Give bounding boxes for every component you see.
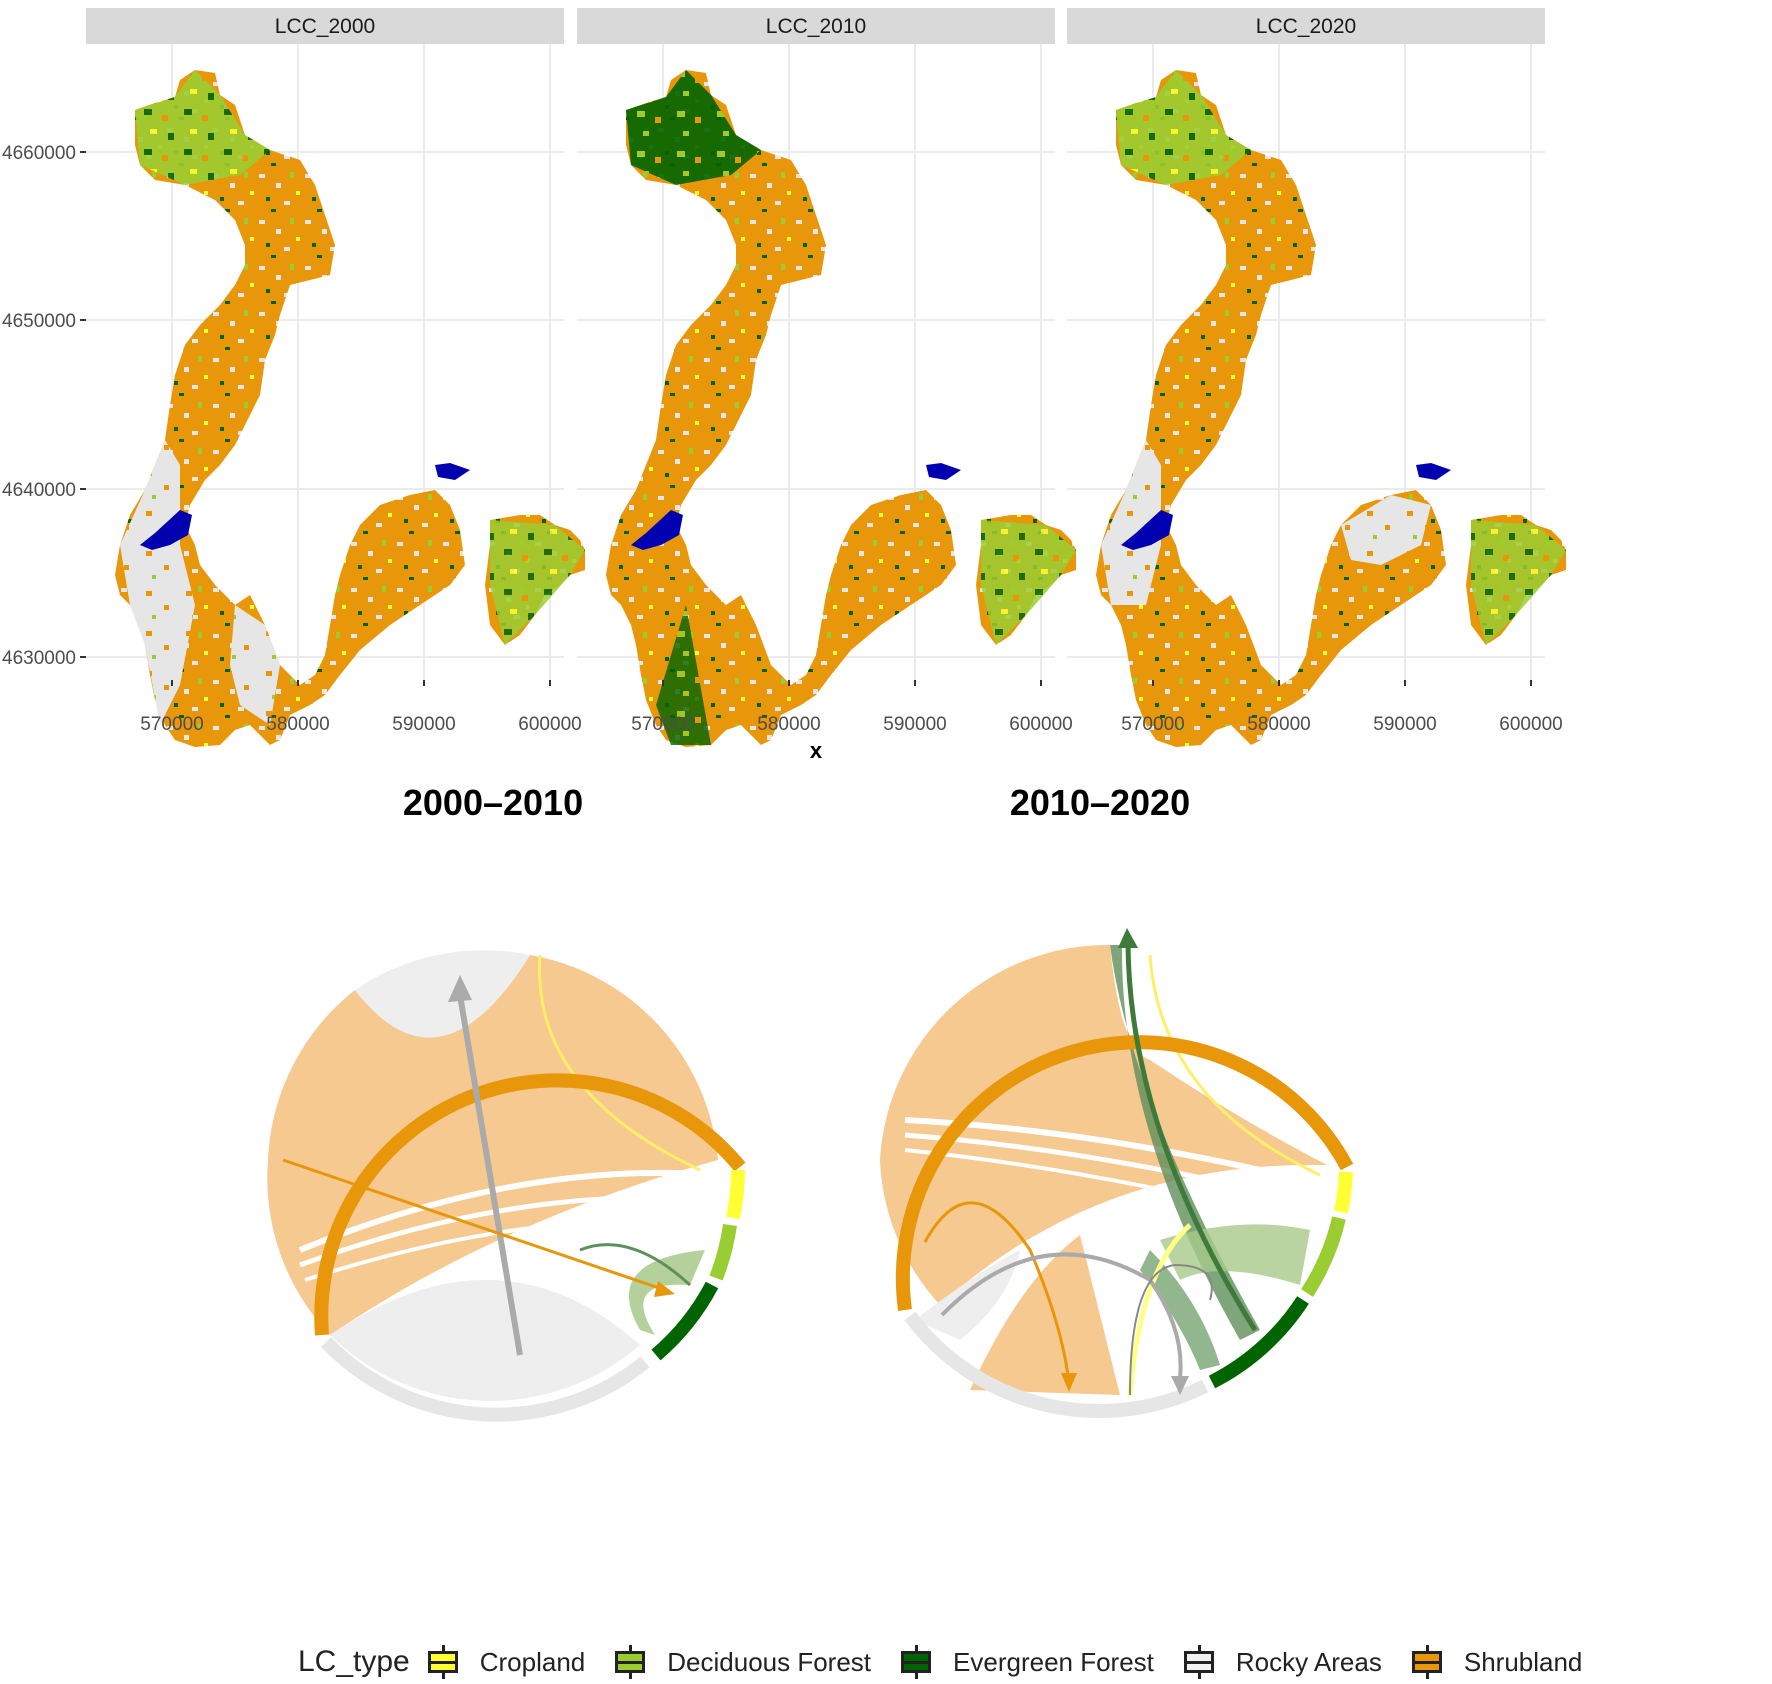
chord-rocky-flow xyxy=(915,1250,1020,1340)
chord-shrubland-rocky xyxy=(970,1235,1120,1395)
sector-shrubland xyxy=(314,1073,746,1336)
x-tick-label: 580000 xyxy=(757,714,820,735)
chord-ribbon xyxy=(298,1169,719,1253)
land-cover-raster-2010 xyxy=(606,70,1076,747)
x-tick-label: 590000 xyxy=(392,714,455,735)
legend-label: Deciduous Forest xyxy=(667,1646,872,1677)
x-tick-label: 600000 xyxy=(1009,714,1072,735)
chord-rocky-bottom xyxy=(330,1279,640,1401)
chord-ribbon xyxy=(904,1117,1326,1188)
legend-label: Evergreen Forest xyxy=(953,1646,1154,1677)
y-tick-label: 4630000 xyxy=(2,648,76,669)
arrow-cropland-loop xyxy=(1129,1263,1213,1396)
chord-diagram-2010-2020 xyxy=(873,928,1354,1418)
sector-cropland xyxy=(1334,1171,1353,1214)
facet-strip xyxy=(86,8,564,44)
legend-title: LC_type xyxy=(298,1645,410,1678)
arrowhead xyxy=(654,1281,675,1297)
legend-label: Cropland xyxy=(479,1646,586,1677)
chord-deciduous-flow xyxy=(1160,1224,1310,1285)
legend-key-icon xyxy=(1180,1645,1220,1679)
legend-key-icon xyxy=(1408,1645,1448,1679)
chord-ribbon xyxy=(904,1148,1316,1227)
chord-evergreen-flow xyxy=(1110,945,1260,1340)
legend-label: Shrubland xyxy=(1463,1646,1583,1677)
y-tick-label: 4640000 xyxy=(2,480,76,501)
legend-item-rocky-areas: Rocky Areas xyxy=(1180,1645,1382,1679)
chord-evergreen-flow-2 xyxy=(1140,1250,1220,1370)
legend-item-deciduous-forest: Deciduous Forest xyxy=(611,1645,871,1679)
facet-strip-label: LCC_2010 xyxy=(766,15,866,38)
chord-cropland-flow-2 xyxy=(1127,1223,1192,1396)
sector-rocky xyxy=(904,1311,1209,1418)
chord-title-2010-2020: 2010–2020 xyxy=(1009,782,1191,823)
x-tick-label: 570000 xyxy=(1121,714,1184,735)
sector-evergreen xyxy=(1208,1296,1309,1389)
legend-item-shrubland: Shrubland xyxy=(1408,1645,1583,1679)
sector-rocky xyxy=(320,1337,650,1422)
land-cover-raster-2000 xyxy=(115,70,585,747)
legend-label: Rocky Areas xyxy=(1235,1646,1382,1677)
chord-title-2000-2010: 2000–2010 xyxy=(402,782,584,823)
facet-panel-2020: LCC_2020 xyxy=(1067,8,1566,747)
x-tick-label: 580000 xyxy=(1247,714,1310,735)
arrow-shrubland-to-rocky xyxy=(923,1201,1070,1376)
y-tick-label: 4650000 xyxy=(2,311,76,332)
x-tick-label: 590000 xyxy=(1373,714,1436,735)
arrow-evergreen-to-shrubland xyxy=(1125,944,1258,1332)
x-tick-label: 590000 xyxy=(883,714,946,735)
x-tick-label: 600000 xyxy=(1499,714,1562,735)
chord-evergreen-flow xyxy=(579,1243,692,1287)
x-tick-label: 580000 xyxy=(266,714,329,735)
x-tick-label: 570000 xyxy=(140,714,203,735)
y-tick-label: 4660000 xyxy=(2,143,76,164)
x-tick-label: 570000 xyxy=(631,714,694,735)
arrowhead xyxy=(1171,1376,1189,1395)
legend-key-icon xyxy=(611,1645,651,1679)
arrow-rocky-loop xyxy=(940,1252,1183,1379)
chord-diagram-2000-2010 xyxy=(265,945,746,1422)
arrow-shrubland-to-evergreen xyxy=(282,1158,666,1292)
sector-evergreen xyxy=(651,1281,719,1361)
legend-key-icon xyxy=(897,1645,937,1679)
sector-shrubland xyxy=(895,1035,1354,1311)
facet-panel-2010: LCC_2010 xyxy=(577,8,1076,747)
arrow-rocky-to-shrubland xyxy=(457,994,523,1356)
chord-shrubland-shrubland xyxy=(880,944,1327,1305)
land-cover-raster-2020 xyxy=(1096,70,1566,747)
chord-ribbon xyxy=(904,1132,1321,1208)
x-axis: 570000 580000 590000 600000 570000 58000… xyxy=(140,680,1563,763)
arrowhead xyxy=(1061,1373,1077,1392)
chord-ribbon xyxy=(299,1195,713,1268)
x-axis-title: x xyxy=(810,738,823,763)
legend-item-evergreen-forest: Evergreen Forest xyxy=(897,1645,1154,1679)
chord-shrubland-shrubland xyxy=(267,955,718,1335)
chord-rocky-top xyxy=(355,950,530,1038)
sector-cropland xyxy=(726,1169,745,1220)
legend-item-cropland: Cropland xyxy=(424,1645,586,1679)
x-tick-label: 600000 xyxy=(518,714,581,735)
chord-cropland-flow xyxy=(537,954,701,1172)
sector-deciduous xyxy=(1301,1216,1346,1297)
chord-cropland-flow xyxy=(1148,954,1321,1177)
facet-strip-label: LCC_2000 xyxy=(275,15,375,38)
chord-deciduous-flow xyxy=(628,1250,705,1335)
facet-panel-2000: LCC_2000 xyxy=(86,8,585,747)
legend: LC_type Cropland Deciduous Forest Evergr… xyxy=(298,1640,1608,1684)
y-axis: 4660000 4650000 4640000 4630000 xyxy=(2,143,86,669)
facet-strip-label: LCC_2020 xyxy=(1256,15,1356,38)
facet-strip xyxy=(577,8,1055,44)
chord-ribbon xyxy=(304,1218,706,1282)
arrowhead xyxy=(1118,928,1138,948)
sector-deciduous xyxy=(709,1223,737,1281)
facet-strip xyxy=(1067,8,1545,44)
land-cover-maps: LCC_2000 LCC_2010 xyxy=(2,8,1566,763)
legend-key-icon xyxy=(424,1645,464,1679)
arrowhead xyxy=(448,975,472,1002)
